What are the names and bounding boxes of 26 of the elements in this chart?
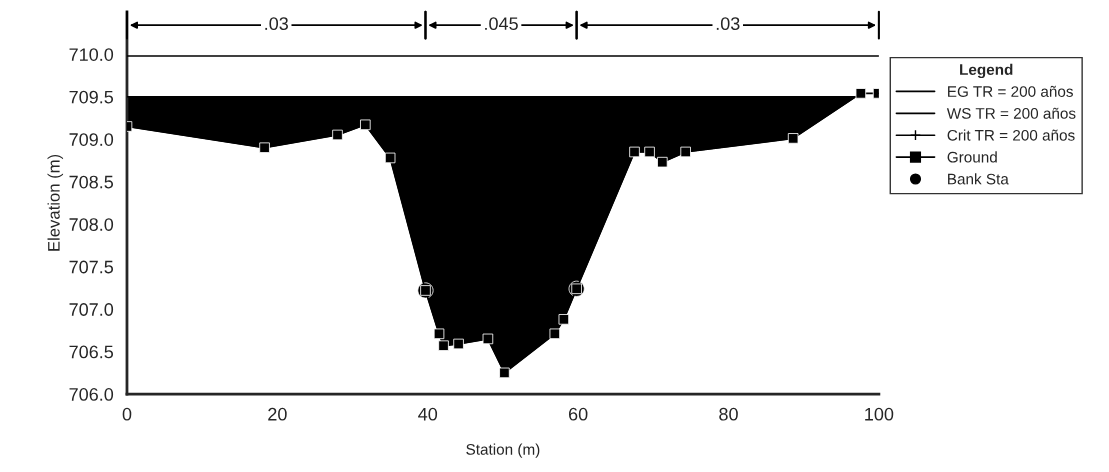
y-tick-label: 709.5 bbox=[69, 90, 114, 104]
y-tick-label: 709.0 bbox=[69, 133, 114, 146]
y-tick-label: 708.0 bbox=[69, 218, 114, 231]
x-tick-label: 20 bbox=[268, 407, 287, 421]
legend-label: WS TR = 200 años bbox=[946, 107, 1076, 119]
y-tick-label: 710.0 bbox=[69, 48, 114, 61]
y-tick-label: 707.5 bbox=[69, 260, 114, 274]
legend-label: Crit TR = 200 años bbox=[947, 129, 1075, 141]
legend-title: Legend bbox=[960, 63, 1013, 79]
legend-label: Ground bbox=[947, 151, 997, 163]
y-tick-label: 707.0 bbox=[69, 303, 114, 316]
x-tick-label: 80 bbox=[719, 407, 738, 421]
legend-label: Bank Sta bbox=[948, 173, 1009, 185]
legend-label: EG TR = 200 años bbox=[948, 85, 1073, 97]
x-tick-label: 40 bbox=[418, 407, 438, 421]
y-tick-label: 706.0 bbox=[69, 388, 114, 401]
x-tick-label: 100 bbox=[865, 407, 894, 421]
x-tick-label: 0 bbox=[122, 407, 132, 421]
x-tick-label: 60 bbox=[569, 407, 588, 421]
annotation: .045 bbox=[485, 17, 518, 31]
y-tick-label: 706.5 bbox=[69, 345, 114, 359]
y-tick-label: 708.5 bbox=[69, 175, 114, 189]
x-axis-title: Station (m) bbox=[466, 443, 540, 458]
annotation: .03 bbox=[716, 17, 740, 31]
y-axis-title: Elevation (m) bbox=[47, 154, 64, 251]
annotation: .03 bbox=[265, 17, 288, 31]
